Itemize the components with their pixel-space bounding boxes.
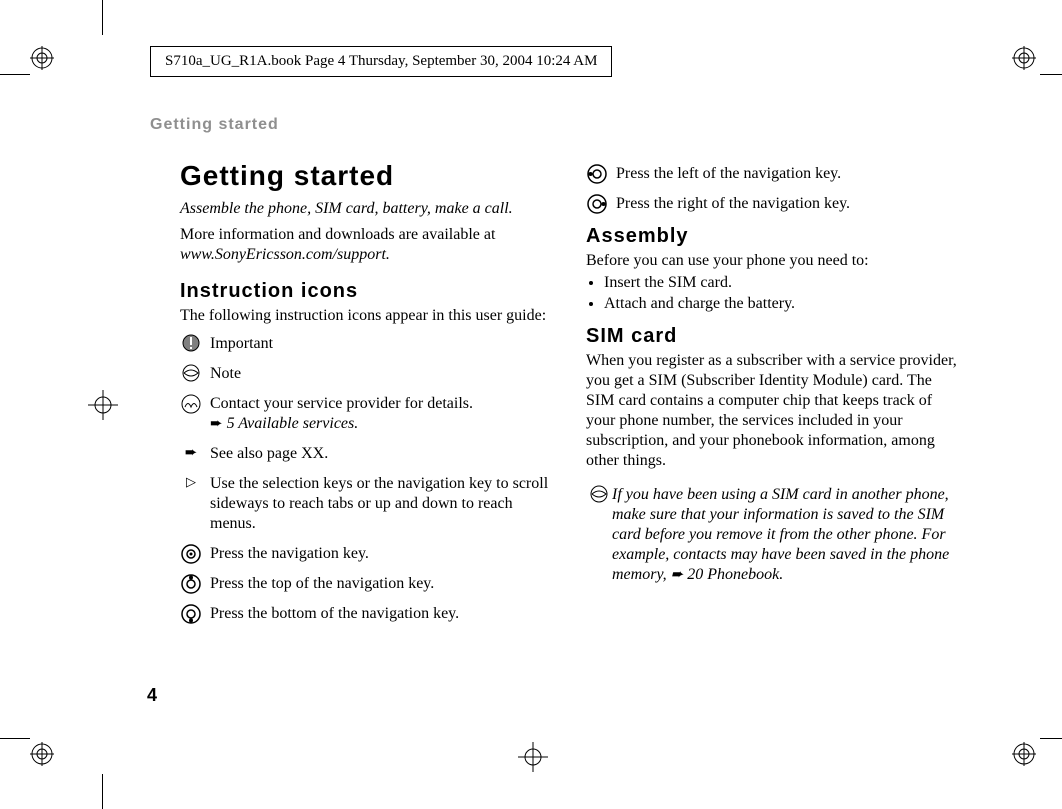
assembly-item-2: Attach and charge the battery. <box>604 294 960 314</box>
nav-press-icon <box>180 544 202 564</box>
note-text: Note <box>210 364 554 384</box>
registration-mark-bl <box>30 742 54 766</box>
arrow-solid-icon: ➨ <box>210 416 223 432</box>
nav-left-icon <box>586 164 608 184</box>
crop-mark <box>0 74 30 75</box>
assembly-item-1: Insert the SIM card. <box>604 273 960 293</box>
note-icon <box>586 485 612 503</box>
nav-left-text: Press the left of the navigation key. <box>616 164 960 184</box>
right-column: Press the left of the navigation key. Pr… <box>586 158 960 634</box>
icon-row-nav-right: Press the right of the navigation key. <box>586 194 960 214</box>
nav-bottom-text: Press the bottom of the navigation key. <box>210 604 554 624</box>
intro-paragraph: More information and downloads are avail… <box>180 225 554 265</box>
contact-line1: Contact your service provider for detail… <box>210 395 473 412</box>
crop-mark <box>1040 74 1062 75</box>
center-mark-left <box>88 390 118 420</box>
crop-mark <box>102 774 103 809</box>
arrow-solid-icon: ➨ <box>671 567 684 583</box>
note-icon <box>180 364 202 382</box>
contact-icon <box>180 394 202 414</box>
note-row: If you have been using a SIM card in ano… <box>586 485 960 585</box>
important-icon <box>180 334 202 352</box>
intro-text: More information and downloads are avail… <box>180 226 495 243</box>
heading-assembly: Assembly <box>586 224 960 249</box>
nav-top-text: Press the top of the navigation key. <box>210 574 554 594</box>
registration-mark-tr <box>1012 46 1036 70</box>
content-area: Getting started Assemble the phone, SIM … <box>180 158 960 634</box>
selection-text: Use the selection keys or the navigation… <box>210 474 554 534</box>
running-head: Getting started <box>150 116 279 134</box>
crop-mark <box>1040 738 1062 739</box>
note-body: If you have been using a SIM card in ano… <box>612 485 960 585</box>
page-banner: S710a_UG_R1A.book Page 4 Thursday, Septe… <box>150 46 612 77</box>
subtitle-italic: Assemble the phone, SIM card, battery, m… <box>180 199 554 219</box>
seealso-text: See also page XX. <box>210 444 554 464</box>
icon-row-nav-left: Press the left of the navigation key. <box>586 164 960 184</box>
center-mark-bottom <box>518 742 548 772</box>
contact-text: Contact your service provider for detail… <box>210 394 554 434</box>
icon-row-nav-bottom: Press the bottom of the navigation key. <box>180 604 554 624</box>
assembly-list: Insert the SIM card. Attach and charge t… <box>586 273 960 314</box>
icons-lead: The following instruction icons appear i… <box>180 306 554 326</box>
note-link: 20 Phonebook <box>687 566 779 583</box>
intro-url: www.SonyEricsson.com/support. <box>180 246 390 263</box>
icon-row-seealso: ➨ See also page XX. <box>180 444 554 464</box>
icon-list: Important Note Contact your service prov… <box>180 334 554 624</box>
registration-mark-tl <box>30 46 54 70</box>
icon-row-nav-top: Press the top of the navigation key. <box>180 574 554 594</box>
sim-paragraph: When you register as a subscriber with a… <box>586 351 960 471</box>
heading-instruction-icons: Instruction icons <box>180 279 554 304</box>
nav-right-text: Press the right of the navigation key. <box>616 194 960 214</box>
page-number: 4 <box>147 685 157 706</box>
note-body-text: If you have been using a SIM card in ano… <box>612 486 949 583</box>
icon-row-important: Important <box>180 334 554 354</box>
nav-lr-list: Press the left of the navigation key. Pr… <box>586 164 960 214</box>
arrow-solid-icon: ➨ <box>180 444 202 463</box>
icon-row-nav-press: Press the navigation key. <box>180 544 554 564</box>
left-column: Getting started Assemble the phone, SIM … <box>180 158 554 634</box>
nav-press-text: Press the navigation key. <box>210 544 554 564</box>
registration-mark-br <box>1012 742 1036 766</box>
heading-getting-started: Getting started <box>180 158 554 193</box>
assembly-lead: Before you can use your phone you need t… <box>586 251 960 271</box>
page: S710a_UG_R1A.book Page 4 Thursday, Septe… <box>0 0 1062 808</box>
crop-mark <box>0 738 30 739</box>
triangle-right-icon: ▷ <box>180 474 202 490</box>
important-text: Important <box>210 334 554 354</box>
nav-right-icon <box>586 194 608 214</box>
contact-link: 5 Available services <box>227 415 355 432</box>
icon-row-selection: ▷ Use the selection keys or the navigati… <box>180 474 554 534</box>
icon-row-note: Note <box>180 364 554 384</box>
nav-bottom-icon <box>180 604 202 624</box>
heading-sim-card: SIM card <box>586 324 960 349</box>
nav-top-icon <box>180 574 202 594</box>
icon-row-contact: Contact your service provider for detail… <box>180 394 554 434</box>
crop-mark <box>102 0 103 35</box>
